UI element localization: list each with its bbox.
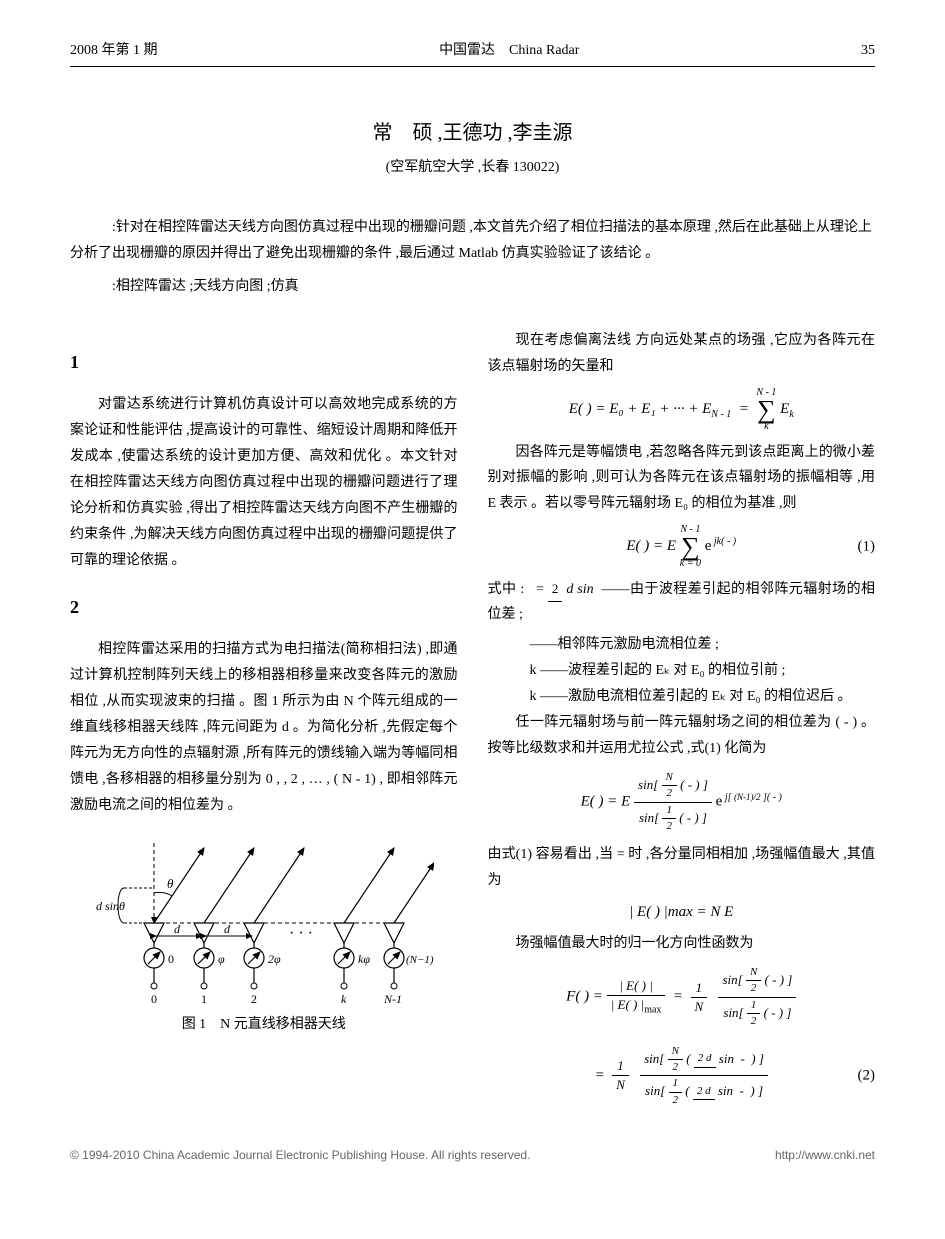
left-column: 1 对雷达系统进行计算机仿真设计可以高效地完成系统的方案论证和性能评估 ,提高设…: [70, 328, 458, 1116]
page-footer: © 1994-2010 China Academic Journal Elect…: [70, 1146, 875, 1165]
where-prefix: 式中 :: [488, 582, 525, 597]
array-antenna-diagram: θ d sinθ: [94, 838, 434, 1008]
geometric-series-para: 任一阵元辐射场与前一阵元辐射场之间的相位差为 ( - ) 。按等比级数求和并运用…: [488, 710, 876, 762]
field-sum-intro: 现在考虑偏离法线 方向远处某点的场强 ,它应为各阵元在该点辐射场的矢量和: [488, 328, 876, 380]
def-k-lag: k ——激励电流相位差引起的 Eₖ 对 E₀ 的相位迟后 。: [488, 684, 876, 710]
svg-text:d: d: [174, 922, 181, 936]
svg-text:1: 1: [201, 992, 207, 1006]
equation-sum: E( ) = E₀ + E₁ + ··· + EN - 1 = N - 1∑k …: [488, 388, 876, 431]
copyright-text: © 1994-2010 China Academic Journal Elect…: [70, 1146, 530, 1165]
svg-text:2φ: 2φ: [268, 952, 281, 966]
F-lhs: F( ) =: [566, 989, 603, 1005]
equation-2: = 1N sin[ N2 ( 2 d sin - ) ] sin[ 12 ( 2…: [488, 1044, 876, 1109]
eq2-number: (2): [858, 1065, 876, 1086]
eq-sum-sub: N - 1: [711, 409, 731, 420]
eq-sum-lhs: E( ) = E₀ + E₁ + ··· + E: [569, 401, 712, 417]
affiliation: (空军航空大学 ,长春 130022): [70, 157, 875, 179]
section-2-heading: 2: [70, 593, 458, 622]
section-1-paragraph: 对雷达系统进行计算机仿真设计可以高效地完成系统的方案论证和性能评估 ,提高设计的…: [70, 392, 458, 573]
journal-name: 中国雷达 China Radar: [439, 40, 579, 62]
figure-1-caption: 图 1 N 元直线移相器天线: [70, 1014, 458, 1036]
equation-F-part1: F( ) = | E( ) | | E( ) |max = 1N sin[ N2…: [488, 965, 876, 1030]
where-clause: 式中 : = 2 d sin ——由于波程差引起的相邻阵元辐射场的相位差 ;: [488, 577, 876, 629]
svg-text:θ: θ: [167, 876, 174, 891]
figure-1: θ d sinθ: [70, 838, 458, 1036]
svg-text:0: 0: [168, 952, 174, 966]
page-header: 2008 年第 1 期 中国雷达 China Radar 35: [70, 40, 875, 67]
svg-text:k: k: [341, 992, 347, 1006]
equation-max: | E( ) |max = N E: [488, 902, 876, 923]
right-column: 现在考虑偏离法线 方向远处某点的场强 ,它应为各阵元在该点辐射场的矢量和 E( …: [488, 328, 876, 1116]
equation-simplified: E( ) = E sin[ N2 ( - ) ] sin[ 12 ( - ) ]…: [488, 770, 876, 835]
authors: 常 硕 ,王德功 ,李圭源: [70, 117, 875, 149]
max-condition-para: 由式(1) 容易看出 ,当 = 时 ,各分量同相相加 ,场强幅值最大 ,其值为: [488, 842, 876, 894]
svg-text:· · ·: · · ·: [289, 925, 313, 942]
equation-1: E( ) = E N - 1∑k = 0 e jk( - ) (1): [488, 525, 876, 568]
eq1-number: (1): [858, 536, 876, 557]
equal-amplitude-para: 因各阵元是等幅馈电 ,若忽略各阵元到该点距离上的微小差别对振幅的影响 ,则可认为…: [488, 440, 876, 518]
svg-text:0: 0: [151, 992, 157, 1006]
svg-text:N-1: N-1: [383, 992, 402, 1006]
dsin-term: d sin: [566, 582, 593, 597]
footer-url: http://www.cnki.net: [775, 1146, 875, 1165]
svg-text:kφ: kφ: [358, 952, 370, 966]
svg-text:(N−1)φ: (N−1)φ: [406, 954, 434, 966]
def-k-lead: k ——波程差引起的 Eₖ 对 E₀ 的相位引前 ;: [488, 658, 876, 684]
normalized-pattern-para: 场强幅值最大时的归一化方向性函数为: [488, 931, 876, 957]
svg-text:2: 2: [251, 992, 257, 1006]
section-2-paragraph: 相控阵雷达采用的扫描方式为电扫描法(简称相扫法) ,即通过计算机控制阵列天线上的…: [70, 637, 458, 818]
frac-num: 2: [548, 577, 563, 602]
keywords: :相控阵雷达 ;天线方向图 ;仿真: [70, 276, 875, 298]
eq-simp-lhs: E( ) = E: [581, 794, 631, 810]
issue-date: 2008 年第 1 期: [70, 40, 158, 62]
svg-text:d: d: [224, 922, 231, 936]
where-desc: ——由于波程差引起的相邻阵元辐射场的相位差 ;: [488, 582, 876, 623]
section-1-heading: 1: [70, 348, 458, 377]
page-number: 35: [861, 40, 875, 62]
svg-text:φ: φ: [218, 952, 225, 966]
svg-text:d sinθ: d sinθ: [96, 899, 125, 913]
eq1-lhs: E( ) = E: [626, 538, 676, 554]
def-phi: ——相邻阵元激励电流相位差 ;: [488, 632, 876, 658]
body-columns: 1 对雷达系统进行计算机仿真设计可以高效地完成系统的方案论证和性能评估 ,提高设…: [70, 328, 875, 1116]
abstract: :针对在相控阵雷达天线方向图仿真过程中出现的栅瓣问题 ,本文首先介绍了相位扫描法…: [70, 215, 875, 268]
